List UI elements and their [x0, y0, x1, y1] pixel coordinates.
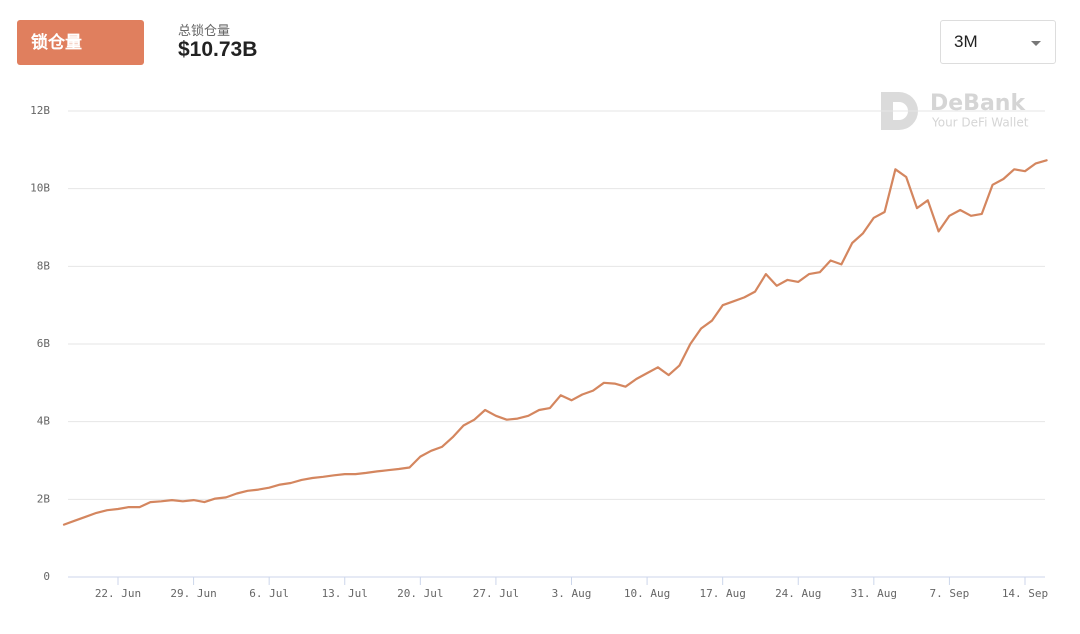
- x-tick-label: 7. Sep: [930, 587, 970, 600]
- x-tick-label: 3. Aug: [552, 587, 592, 600]
- y-tick-label: 12B: [30, 104, 50, 117]
- x-tick-label: 27. Jul: [473, 587, 519, 600]
- y-tick-label: 2B: [37, 492, 51, 505]
- watermark: DeBank Your DeFi Wallet: [881, 91, 1029, 130]
- y-tick-label: 8B: [37, 259, 51, 272]
- y-tick-label: 10B: [30, 182, 50, 195]
- x-tick-label: 31. Aug: [851, 587, 897, 600]
- tvl-label: 总锁仓量: [178, 23, 231, 38]
- tvl-value: $10.73B: [178, 38, 258, 61]
- watermark-brand: DeBank: [930, 91, 1026, 116]
- x-tick-label: 24. Aug: [775, 587, 821, 600]
- watermark-tagline: Your DeFi Wallet: [931, 116, 1029, 130]
- range-dropdown[interactable]: 3M: [940, 20, 1056, 64]
- x-tick-label: 29. Jun: [170, 587, 216, 600]
- line-series: [62, 159, 1048, 526]
- x-tick-label: 10. Aug: [624, 587, 670, 600]
- watermark-logo: [881, 92, 918, 130]
- x-tick-label: 22. Jun: [95, 587, 141, 600]
- x-tick-label: 6. Jul: [249, 587, 289, 600]
- x-tick-label: 17. Aug: [699, 587, 745, 600]
- y-tick-label: 0: [43, 570, 50, 583]
- x-tick-label: 13. Jul: [322, 587, 368, 600]
- y-tick-label: 6B: [37, 337, 51, 350]
- tvl-button[interactable]: 锁仓量: [17, 20, 144, 65]
- y-tick-label: 4B: [37, 415, 51, 428]
- x-tick-label: 20. Jul: [397, 587, 443, 600]
- x-tick-label: 14. Sep: [1002, 587, 1048, 600]
